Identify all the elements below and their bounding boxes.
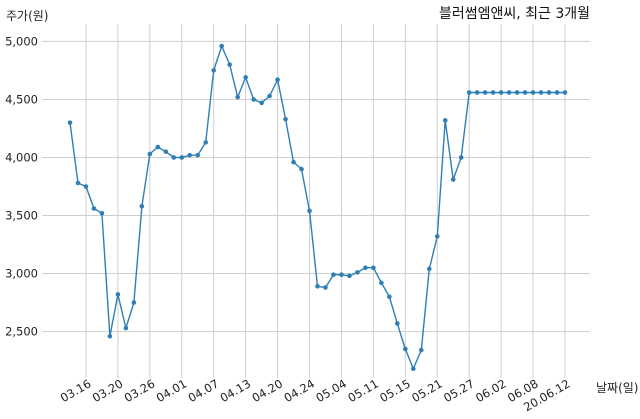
data-point xyxy=(466,90,472,95)
price-series xyxy=(67,43,568,372)
data-point xyxy=(554,90,560,95)
y-tick-label: 3,000 xyxy=(5,267,38,281)
data-point xyxy=(514,90,520,95)
x-tick-label: 04.07 xyxy=(186,376,222,405)
chart-title: 블러썸엠앤씨, 최근 3개월 xyxy=(439,6,590,22)
data-point xyxy=(139,203,145,209)
data-point xyxy=(267,93,272,99)
x-tick-label: 03.26 xyxy=(122,376,158,405)
data-point xyxy=(195,152,201,158)
y-tick-label: 4,000 xyxy=(5,150,38,164)
data-point xyxy=(75,180,81,186)
x-tick-label: 05.27 xyxy=(441,376,477,405)
data-point xyxy=(331,272,336,278)
data-point xyxy=(522,90,528,95)
x-tick-label: 05.11 xyxy=(345,376,381,405)
y-tick-label: 5,000 xyxy=(5,34,38,48)
data-point xyxy=(227,62,232,67)
data-point xyxy=(474,90,480,95)
x-tick-label: 04.13 xyxy=(218,376,254,405)
data-point xyxy=(235,94,240,100)
data-point xyxy=(179,155,185,160)
y-tick-label: 4,500 xyxy=(5,92,38,106)
data-point xyxy=(530,90,536,95)
data-point xyxy=(323,285,328,290)
data-point xyxy=(251,97,256,102)
x-tick-label: 05.15 xyxy=(377,376,413,405)
data-point xyxy=(211,68,217,73)
x-axis-ticks: 03.1603.2003.2604.0104.0704.1304.2004.24… xyxy=(58,376,573,414)
data-point xyxy=(283,116,288,122)
data-point xyxy=(203,140,209,145)
data-point xyxy=(498,90,504,95)
y-axis-ticks: 2,500 3,000 3,500 4,000 4,500 5,000 xyxy=(5,34,38,338)
data-point xyxy=(171,155,177,160)
data-point xyxy=(379,280,384,286)
x-axis-label: 날짜(일) xyxy=(596,381,638,395)
data-point xyxy=(418,347,424,353)
data-point xyxy=(395,321,400,326)
data-point xyxy=(403,346,408,352)
data-point xyxy=(490,90,496,95)
grid-lines xyxy=(42,24,590,378)
data-point xyxy=(411,366,416,372)
data-point xyxy=(307,208,312,214)
data-point xyxy=(107,333,113,339)
data-point xyxy=(123,325,129,331)
x-tick-label: 05.04 xyxy=(313,376,349,405)
data-point xyxy=(339,272,344,278)
x-tick-label: 06.02 xyxy=(473,376,509,405)
data-point xyxy=(131,300,137,305)
x-tick-label: 04.24 xyxy=(281,376,317,405)
data-point xyxy=(371,265,376,271)
data-point xyxy=(291,159,296,165)
data-point xyxy=(99,210,105,216)
x-tick-label: 03.16 xyxy=(58,376,94,405)
data-point xyxy=(83,184,89,189)
data-point xyxy=(458,155,464,160)
data-point xyxy=(482,90,488,95)
x-tick-label: 04.01 xyxy=(154,376,190,405)
data-point xyxy=(163,149,169,154)
data-point xyxy=(434,234,440,239)
y-tick-label: 2,500 xyxy=(5,325,38,339)
data-point xyxy=(442,118,448,123)
data-point xyxy=(562,90,568,95)
data-point xyxy=(506,90,512,95)
data-point xyxy=(259,100,264,106)
x-tick-label: 03.20 xyxy=(90,376,126,405)
data-point xyxy=(387,294,392,300)
data-point xyxy=(219,43,224,49)
data-point xyxy=(187,152,193,158)
data-point xyxy=(243,75,248,80)
data-point xyxy=(546,90,552,95)
data-point xyxy=(115,292,121,297)
x-tick-label: 04.20 xyxy=(250,376,286,405)
data-point xyxy=(275,77,280,83)
data-point xyxy=(426,266,432,272)
data-point xyxy=(155,144,161,150)
data-point xyxy=(347,273,352,279)
y-tick-label: 3,500 xyxy=(5,209,38,223)
data-point xyxy=(91,206,97,211)
data-point xyxy=(450,177,456,182)
data-point xyxy=(363,265,368,271)
data-point xyxy=(67,120,73,125)
series-line xyxy=(69,44,565,371)
data-point xyxy=(538,90,544,95)
data-point xyxy=(299,166,304,172)
y-axis-label: 주가(원) xyxy=(6,9,48,23)
data-point xyxy=(355,270,360,275)
data-point xyxy=(147,151,153,157)
x-tick-label: 05.21 xyxy=(409,376,445,405)
data-point xyxy=(315,284,320,289)
